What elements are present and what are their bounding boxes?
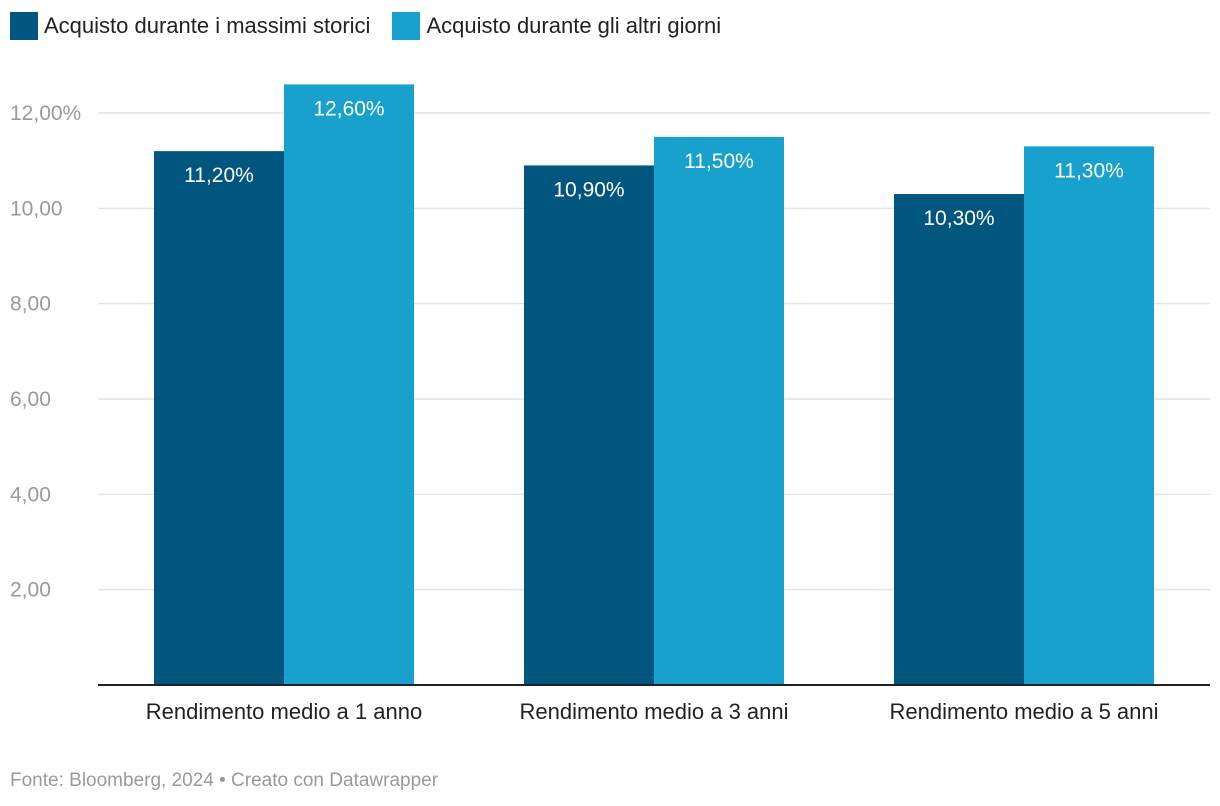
data-label: 11,50% [684,150,754,173]
bar [154,151,284,686]
bar [284,84,414,685]
data-label: 10,30% [923,207,994,230]
bar [654,136,784,686]
y-tick-label: 12,00% [10,102,81,125]
chart-footer: Fonte: Bloomberg, 2024 • Creato con Data… [10,770,439,791]
x-tick-label: Rendimento medio a 3 anni [519,699,788,724]
x-tick-label: Rendimento medio a 1 anno [146,699,422,724]
y-tick-label: 10,00 [10,197,63,220]
legend-item-series-2: Acquisto durante gli altri giorni [392,12,721,40]
data-label: 10,90% [553,178,624,201]
y-tick-label: 8,00 [10,293,51,316]
bar [524,165,654,685]
legend-label-series-2: Acquisto durante gli altri giorni [426,13,722,38]
legend: Acquisto durante i massimi storici Acqui… [10,12,743,40]
legend-swatch-series-2 [392,12,421,40]
y-tick-label: 2,00 [10,579,51,602]
legend-swatch-series-1 [10,12,38,40]
y-tick-label: 4,00 [10,483,51,506]
bar [1024,146,1154,685]
bar [894,194,1024,686]
legend-label-series-1: Acquisto durante i massimi storici [44,13,371,38]
y-tick-label: 6,00 [10,388,51,411]
data-label: 11,30% [1054,159,1124,182]
data-label: 12,60% [313,97,384,120]
data-label: 11,20% [184,164,254,187]
x-tick-label: Rendimento medio a 5 anni [889,699,1158,724]
legend-item-series-1: Acquisto durante i massimi storici [10,12,370,40]
